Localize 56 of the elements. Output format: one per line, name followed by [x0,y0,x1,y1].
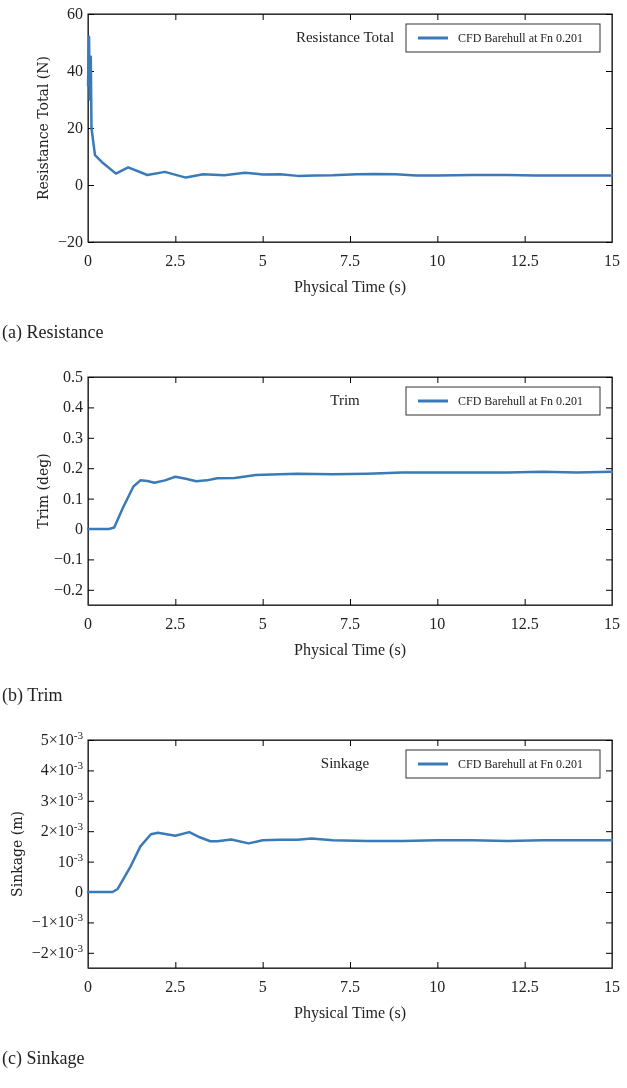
text: Trim [330,392,361,408]
y-axis-title: Trim (deg) [35,453,51,529]
x-tick-label: 15 [604,252,620,269]
y-tick-label: 3×10$^{-3}$ [40,789,84,809]
x-tick-label: 10 [429,978,446,995]
x-tick-label: 15 [604,978,620,995]
x-tick-label: 5 [258,615,267,632]
x-tick-label: 7.5 [340,252,360,269]
x-axis-title: Physical Time (s) [293,278,407,296]
x-tick-label: 5 [258,252,267,269]
x-tick-label: 7.5 [340,978,360,995]
y-axis-title: Resistance Total (N) [35,56,51,200]
y-tick-label: 2×10$^{-3}$ [40,820,84,840]
legend-label: CFD Barehull at Fn 0.201 [458,31,583,45]
y-tick-label: 0.1 [63,489,83,507]
x-tick-label: 7.5 [340,615,360,632]
legend-label: CFD Barehull at Fn 0.201 [458,757,583,771]
y-tick-label: −2×10$^{-3}$ [31,941,84,961]
y-tick-label: 4×10$^{-3}$ [40,759,84,779]
y-tick-label: −1×10$^{-3}$ [31,911,84,931]
x-tick-label: 10 [429,252,446,269]
x-tick-label: 5 [258,978,267,995]
y-tick-label: −0.2 [53,580,83,598]
y-tick-label: 10$^{-3}$ [57,850,84,870]
y-tick-label: 40 [67,62,83,79]
y-axis-title: Sinkage (m) [9,811,25,897]
x-axis-title: Physical Time (s) [293,1004,407,1022]
y-tick-label: 5×10$^{-3}$ [40,729,84,748]
x-tick-label: 12.5 [510,615,539,632]
y-tick-label: −0.1 [53,550,83,568]
text: (a) Resistance [2,322,104,343]
y-tick-label: 60 [67,5,83,22]
legend-label: CFD Barehull at Fn 0.201 [458,394,583,408]
text: (c) Sinkage [2,1048,85,1069]
text: Sinkage [320,755,370,771]
x-tick-label: 2.5 [165,252,186,269]
y-tick-label: 0 [75,883,83,900]
y-tick-label: 0.5 [63,368,83,385]
y-tick-label: 0.2 [63,459,83,477]
text: (b) Trim [2,685,63,706]
y-tick-label: −20 [57,233,83,250]
x-tick-label: 2.5 [165,615,186,632]
x-tick-label: 12.5 [510,252,539,269]
y-tick-label: 20 [67,119,83,136]
x-axis-title: Physical Time (s) [293,641,407,659]
x-tick-label: 12.5 [510,978,539,995]
y-tick-label: 0.3 [63,428,83,446]
x-tick-label: 2.5 [165,978,186,995]
y-tick-label: 0 [75,176,83,193]
x-tick-label: 15 [604,615,620,632]
y-tick-label: 0 [75,520,83,537]
line-series [86,830,614,894]
line-series [86,470,614,531]
y-tick-label: 0.4 [63,398,83,416]
x-tick-label: 10 [429,615,446,632]
text: Resistance Total [295,29,395,45]
